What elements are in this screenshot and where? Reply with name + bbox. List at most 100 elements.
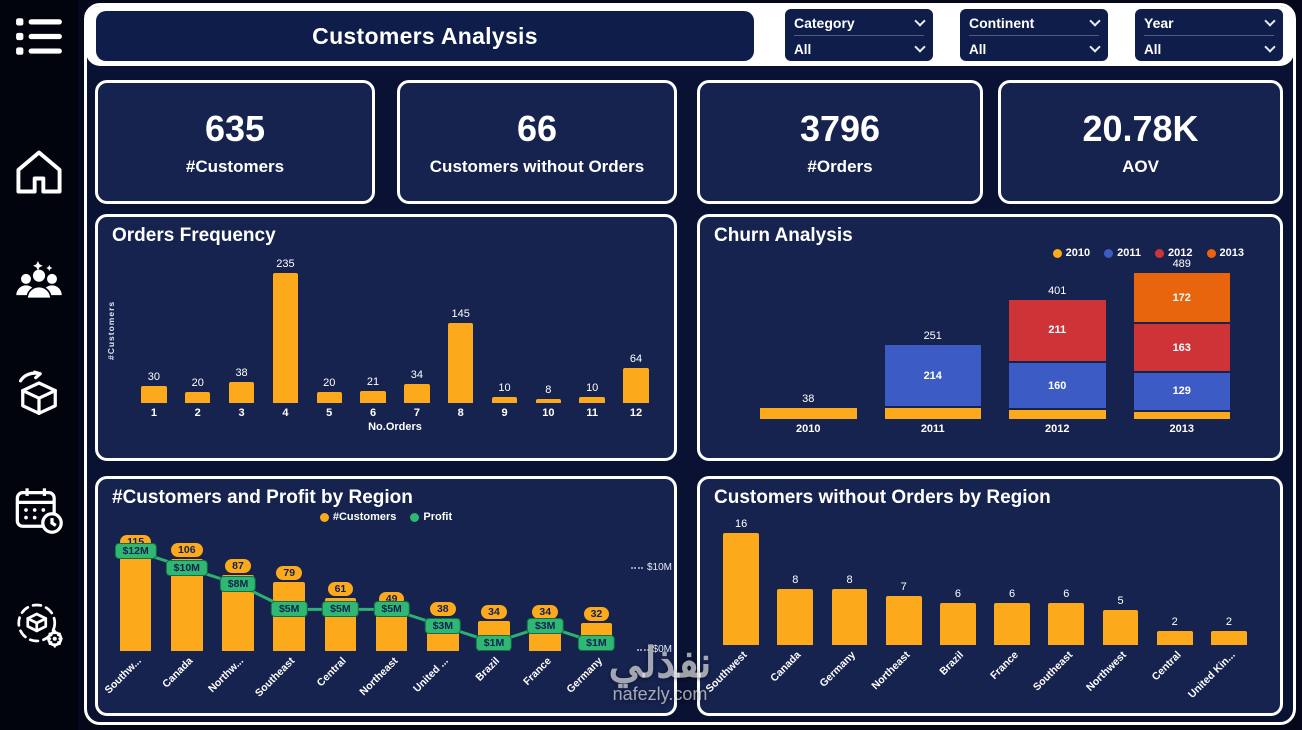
slicer-category-dropdown[interactable]: All xyxy=(794,35,926,59)
calendar-icon[interactable] xyxy=(13,484,65,536)
chart-column: 49 Northeast xyxy=(357,525,417,703)
legend-dot xyxy=(1104,248,1114,258)
bar[interactable] xyxy=(580,623,613,651)
category-label: 2010 xyxy=(796,423,821,435)
bar-segment[interactable] xyxy=(760,408,857,419)
slicer-category-header[interactable]: Category xyxy=(794,12,926,33)
bar[interactable] xyxy=(529,621,562,651)
bar[interactable] xyxy=(222,575,254,651)
bar-segment[interactable]: 211 xyxy=(1009,300,1106,361)
bar[interactable] xyxy=(375,608,408,651)
category-label: 10 xyxy=(542,407,555,419)
bar-segment[interactable] xyxy=(884,408,981,419)
returns-icon[interactable] xyxy=(13,370,65,422)
slicer-category-value: All xyxy=(794,41,812,57)
bar[interactable] xyxy=(119,551,152,651)
churn-analysis-chart[interactable]: 38 2010 251 214 2011 401 211 160 2012 489 172 163 12… xyxy=(746,258,1244,435)
category-label: France xyxy=(520,655,554,688)
bar[interactable] xyxy=(228,381,255,403)
slicer-continent: Continent All xyxy=(960,9,1108,61)
chart-column: 6 Brazil xyxy=(931,515,985,697)
bar[interactable] xyxy=(1211,631,1247,645)
bar-segment[interactable]: 214 xyxy=(884,345,981,407)
bar[interactable] xyxy=(831,589,868,645)
bar[interactable] xyxy=(272,273,299,403)
kpi-value: 635 xyxy=(204,107,266,149)
bar[interactable] xyxy=(360,391,386,403)
legend-item[interactable]: 2010 xyxy=(1052,247,1090,259)
bar-segment[interactable] xyxy=(1133,411,1230,419)
bar[interactable] xyxy=(316,391,342,403)
slicer-continent-header[interactable]: Continent xyxy=(969,12,1101,33)
legend-label: #Customers xyxy=(332,511,397,523)
bar[interactable] xyxy=(723,533,759,645)
legend-item[interactable]: Profit xyxy=(410,511,452,523)
value-label: 10 xyxy=(498,382,511,395)
bar[interactable] xyxy=(273,582,306,651)
category-label: 12 xyxy=(629,407,643,419)
slicer-year-value: All xyxy=(1144,41,1162,57)
bar[interactable] xyxy=(404,384,430,403)
kpi-label: Customers without Orders xyxy=(429,156,645,176)
bar[interactable] xyxy=(1048,603,1085,645)
settings-icon[interactable] xyxy=(12,596,66,650)
legend-item[interactable]: 2013 xyxy=(1206,247,1244,259)
value-label: 6 xyxy=(1063,588,1070,600)
y-axis-label: #Customers xyxy=(106,300,116,360)
category-label: Canada xyxy=(768,649,804,685)
menu-icon[interactable] xyxy=(14,12,64,62)
stacked-bar[interactable] xyxy=(760,408,857,419)
bar-segment[interactable]: 163 xyxy=(1133,324,1230,371)
bar[interactable] xyxy=(1102,610,1139,645)
total-label: 38 xyxy=(802,393,815,406)
category-label: 2 xyxy=(194,407,201,419)
bar[interactable] xyxy=(426,617,459,651)
stacked-bar[interactable]: 172 163 129 xyxy=(1133,273,1230,419)
bar-segment[interactable] xyxy=(1009,410,1106,419)
bar[interactable] xyxy=(623,367,649,403)
customers-profit-region-panel: #Customers and Profit by Region #Custome… xyxy=(95,476,677,716)
bar-segment[interactable]: 129 xyxy=(1133,372,1230,410)
home-icon[interactable] xyxy=(13,146,65,198)
category-label: France xyxy=(987,649,1021,682)
bar[interactable] xyxy=(324,597,357,651)
bar[interactable] xyxy=(141,386,167,403)
customers-profit-chart[interactable]: 115 Southw... 106 Canada 87 Northw... 79 Southe… xyxy=(103,525,622,703)
kpi-card-aov: 20.78K AOV xyxy=(998,80,1283,204)
bar[interactable] xyxy=(170,558,203,651)
bar[interactable] xyxy=(448,322,474,403)
slicer-continent-dropdown[interactable]: All xyxy=(969,35,1101,59)
bar[interactable] xyxy=(994,603,1030,645)
category-label: Northw... xyxy=(206,655,247,695)
dotted-tick xyxy=(630,566,643,569)
bar[interactable] xyxy=(940,603,976,645)
customers-value-chip: 87 xyxy=(225,559,251,574)
slicer-year-label: Year xyxy=(1144,14,1174,31)
total-label: 489 xyxy=(1172,258,1191,271)
customers-without-orders-chart[interactable]: 16 Southwest 8 Canada 8 Germany 7 Northeast 6 Bra… xyxy=(704,515,1256,701)
stacked-bar[interactable]: 214 xyxy=(884,345,981,419)
customers-icon[interactable] xyxy=(13,254,65,306)
bar[interactable] xyxy=(478,621,510,651)
bar[interactable] xyxy=(1156,631,1193,645)
orders-frequency-chart[interactable]: 30 1 20 2 38 3 235 4 20 5 21 6 34 7 145 8 10 9 8 10 10 11 64 12 xyxy=(132,255,658,419)
bar[interactable] xyxy=(535,398,562,403)
slicer-year-header[interactable]: Year xyxy=(1144,12,1276,33)
bar[interactable] xyxy=(491,397,518,403)
bar[interactable] xyxy=(777,589,814,645)
chart-column: 61 Central xyxy=(315,525,366,703)
stacked-bar[interactable]: 211 160 xyxy=(1009,300,1106,419)
chart-column: 34 France xyxy=(520,525,571,703)
legend-item[interactable]: 2011 xyxy=(1104,247,1141,259)
bar[interactable] xyxy=(579,397,605,403)
chart-column: 401 211 160 2012 xyxy=(995,261,1120,435)
value-label: 64 xyxy=(629,352,643,365)
legend-item[interactable]: #Customers xyxy=(319,511,397,523)
bar-segment[interactable]: 172 xyxy=(1133,273,1230,323)
bar-segment[interactable]: 160 xyxy=(1009,362,1106,409)
legend-item[interactable]: 2012 xyxy=(1155,247,1193,259)
category-label: 3 xyxy=(238,407,245,419)
bar[interactable] xyxy=(185,391,211,403)
bar[interactable] xyxy=(885,596,922,645)
slicer-year-dropdown[interactable]: All xyxy=(1144,35,1276,59)
